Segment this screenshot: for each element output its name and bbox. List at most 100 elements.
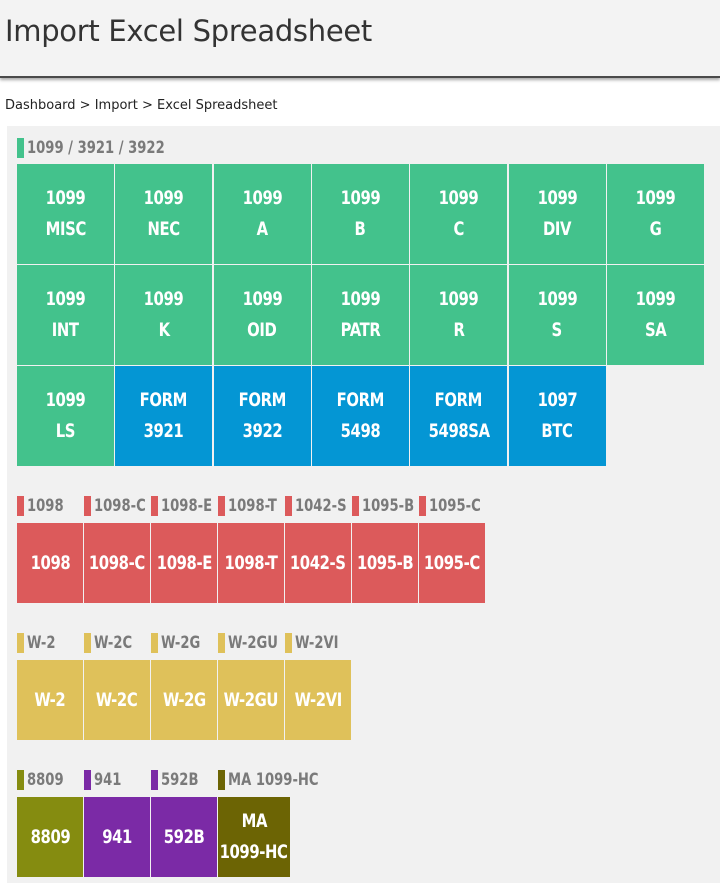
form-tile-w-2[interactable]: W-2 <box>17 660 83 740</box>
form-tile-label: 1099-HC <box>220 841 288 863</box>
form-tile-label: W-2C <box>96 688 138 711</box>
legend-label: 1042-S <box>295 496 347 516</box>
form-tile-label: INT <box>52 319 79 341</box>
legend-label: W-2GU <box>228 633 278 653</box>
form-tile-label: 1098-C <box>89 551 145 574</box>
form-tile-1099-g[interactable]: 1099 G <box>606 164 704 264</box>
form-tile-1099-div[interactable]: 1099 DIV <box>508 164 606 264</box>
breadcrumb-separator: > <box>75 98 95 113</box>
form-tile-label: 1095-B <box>356 551 414 574</box>
form-tile-label: 1099 <box>242 288 282 310</box>
legend-label: W-2G <box>161 633 201 653</box>
legend-swatch <box>151 633 158 653</box>
form-tile-label: S <box>551 319 563 341</box>
legend-swatch <box>218 496 225 516</box>
form-tile-label: B <box>354 218 366 240</box>
legend-swatch <box>285 496 292 516</box>
form-tile-label: W-2GU <box>223 688 279 711</box>
page-header: Import Excel Spreadsheet <box>0 0 720 78</box>
form-tile-label: FORM <box>238 389 286 411</box>
legend-swatch <box>218 770 225 790</box>
form-tile-label: 1099 <box>537 187 577 209</box>
form-tile-1099-s[interactable]: 1099 S <box>508 265 606 365</box>
form-tile-label: 1095-C <box>424 551 480 574</box>
form-tile-label: 592B <box>163 825 205 848</box>
legend-swatch <box>84 770 91 790</box>
form-tile-w-2vi[interactable]: W-2VI <box>285 660 351 740</box>
form-tile-label: 941 <box>102 825 132 848</box>
form-tile-label: 1099 <box>438 187 479 209</box>
form-tile-941[interactable]: 941 <box>84 797 150 877</box>
form-tile-1099-oid[interactable]: 1099 OID <box>213 265 311 365</box>
form-tile-8809[interactable]: 8809 <box>17 797 83 877</box>
form-tile-label: DIV <box>542 218 572 240</box>
form-tile-label: MISC <box>45 218 86 240</box>
form-tile-label: 1099 <box>45 187 86 209</box>
group-1099-label: 1099 / 3921 / 3922 <box>27 138 165 158</box>
page-title: Import Excel Spreadsheet <box>5 14 372 48</box>
form-tile-label: FORM <box>435 389 483 411</box>
form-tile-1098-e[interactable]: 1098-E <box>151 523 217 603</box>
form-tile-1099-patr[interactable]: 1099 PATR <box>311 265 409 365</box>
form-tile-label: 1099 <box>143 288 184 310</box>
form-tile-w-2g[interactable]: W-2G <box>151 660 217 740</box>
legend-swatch <box>352 496 359 516</box>
legend-swatch <box>17 633 24 653</box>
breadcrumb-separator: > <box>137 98 158 113</box>
form-tile-1099-k[interactable]: 1099 K <box>115 265 213 365</box>
form-tile-1098-t[interactable]: 1098-T <box>218 523 284 603</box>
form-tile-1042-s[interactable]: 1042-S <box>285 523 351 603</box>
form-tile-label: 1099 <box>635 187 676 209</box>
form-tile-1099-a[interactable]: 1099 A <box>213 164 311 264</box>
form-tile-label: 8809 <box>30 825 70 848</box>
form-tile-label: W-2G <box>162 688 206 711</box>
form-tile-1099-misc[interactable]: 1099 MISC <box>17 164 114 264</box>
form-tile-1099-r[interactable]: 1099 R <box>410 265 508 365</box>
form-tile-label: K <box>158 319 170 341</box>
legend-swatch <box>84 633 91 653</box>
form-tile-1098-c[interactable]: 1098-C <box>84 523 150 603</box>
forms-panel: 1099 / 3921 / 3922 1099 MISC 1099 NEC 1099 A 1… <box>7 126 720 883</box>
form-tile-form-5498[interactable]: FORM 5498 <box>311 366 409 466</box>
breadcrumb-dashboard[interactable]: Dashboard <box>5 98 76 113</box>
legend-swatch <box>218 633 225 653</box>
legend-swatch <box>285 633 292 653</box>
form-tile-1099-c[interactable]: 1099 C <box>410 164 508 264</box>
form-tile-label: 5498 <box>340 420 381 442</box>
legend-label: 1098-C <box>94 496 146 516</box>
form-tile-1099-int[interactable]: 1099 INT <box>17 265 114 365</box>
form-tile-ma-1099-hc[interactable]: MA 1099-HC <box>218 797 290 877</box>
legend-swatch <box>419 496 426 516</box>
form-tile-1099-sa[interactable]: 1099 SA <box>606 265 704 365</box>
legend-label: W-2VI <box>295 633 339 653</box>
form-tile-form-5498sa[interactable]: FORM 5498SA <box>410 366 508 466</box>
form-tile-label: 1099 <box>143 187 184 209</box>
form-tile-label: 3921 <box>143 420 184 442</box>
legend-label: 1098 <box>27 496 64 516</box>
form-tile-1095-b[interactable]: 1095-B <box>352 523 418 603</box>
form-tile-label: SA <box>644 319 667 341</box>
form-tile-1095-c[interactable]: 1095-C <box>419 523 485 603</box>
form-tile-1099-b[interactable]: 1099 B <box>311 164 409 264</box>
form-tile-label: 1099 <box>340 288 381 310</box>
form-tile-label: OID <box>247 319 277 341</box>
form-tile-w-2gu[interactable]: W-2GU <box>218 660 284 740</box>
form-tile-label: MA <box>241 810 267 832</box>
form-tile-label: 1098-E <box>156 551 212 574</box>
form-tile-592b[interactable]: 592B <box>151 797 217 877</box>
form-tile-label: C <box>453 218 464 240</box>
form-tile-w-2c[interactable]: W-2C <box>84 660 150 740</box>
form-tile-label: 1099 <box>635 288 676 310</box>
form-tile-label: NEC <box>147 218 181 240</box>
form-tile-1099-ls[interactable]: 1099 LS <box>17 366 114 466</box>
breadcrumb-import[interactable]: Import <box>94 98 138 113</box>
form-tile-label: R <box>453 319 465 341</box>
form-tile-1098[interactable]: 1098 <box>17 523 83 603</box>
form-tile-1099-nec[interactable]: 1099 NEC <box>115 164 213 264</box>
breadcrumb: Dashboard > Import > Excel Spreadsheet <box>5 98 277 113</box>
form-tile-label: 1099 <box>340 187 381 209</box>
legend-label: MA 1099-HC <box>228 770 319 790</box>
form-tile-form-3922[interactable]: FORM 3922 <box>213 366 311 466</box>
form-tile-form-3921[interactable]: FORM 3921 <box>115 366 213 466</box>
form-tile-1097-btc[interactable]: 1097 BTC <box>508 366 606 466</box>
